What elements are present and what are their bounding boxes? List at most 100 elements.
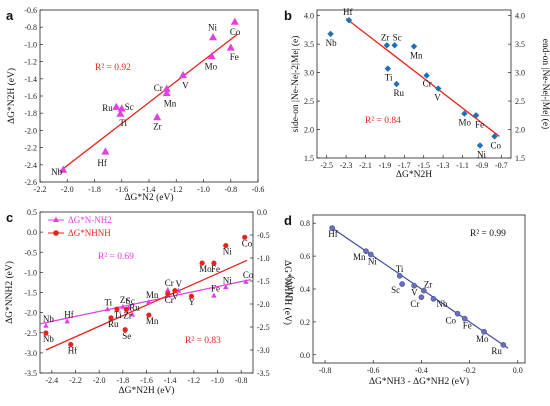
x-axis-title: ΔG*N2 (eV): [124, 192, 173, 203]
x-tick-label: -2.5: [320, 161, 333, 170]
point-label: Fe: [463, 321, 472, 331]
point-label: Sc: [393, 32, 402, 42]
data-point: [162, 84, 171, 92]
data-point: [329, 225, 336, 232]
y-tick-label: -0.6: [24, 6, 37, 15]
point-label: V: [434, 93, 441, 103]
x-tick-label: -1.7: [398, 161, 411, 170]
point-label: Hf: [343, 7, 353, 17]
x-tick-label: -1.8: [88, 185, 101, 194]
y-axis-title-right: ΔG*NHNH (eV): [282, 260, 293, 325]
x-tick-label: -2.2: [34, 185, 47, 194]
y-right-tick-label: 3.5: [515, 40, 525, 49]
y-tick-label: -1.0: [24, 268, 37, 277]
y-tick-label: 1.5: [304, 154, 314, 163]
x-tick-label: -1.4: [164, 376, 177, 385]
y-right-tick-label: 2.0: [515, 126, 525, 135]
data-point: [420, 287, 427, 294]
y-tick-label: -2.6: [24, 178, 37, 187]
point-label: Zr: [123, 311, 132, 321]
point-label: Mn: [353, 252, 366, 262]
point-label: Co: [446, 316, 457, 326]
y-right-tick-label: -0.5: [257, 231, 270, 240]
data-point: [435, 85, 442, 92]
x-tick-label: -1.2: [187, 376, 200, 385]
data-point: [454, 310, 461, 317]
x-axis-title: ΔG*N2H (eV): [119, 385, 175, 396]
data-point-nhnh: [211, 260, 217, 266]
y-right-tick-label: -1.0: [257, 254, 270, 263]
y-axis-title: ΔG*N2H (eV): [6, 68, 17, 124]
data-point: [399, 281, 405, 287]
data-point: [117, 104, 126, 112]
point-label: Hf: [328, 229, 338, 239]
y-right-tick-label: 2.5: [515, 97, 525, 106]
point-label: Ni: [208, 23, 217, 33]
data-point: [393, 80, 400, 88]
point-label: Mn: [146, 316, 159, 326]
y-tick-label: 0.6: [300, 252, 310, 261]
point-label: Co: [230, 27, 241, 37]
point-label: Sc: [125, 102, 134, 112]
y-tick-label: 3.5: [304, 40, 314, 49]
y-tick-label: -1.8: [24, 109, 37, 118]
data-point: [391, 42, 398, 49]
y-tick-label: 0.8: [300, 219, 310, 228]
data-point-nhnh: [146, 312, 152, 318]
x-tick-label: -2.2: [69, 376, 82, 385]
point-label: Y: [188, 297, 195, 307]
y-tick-label: 2.0: [304, 126, 314, 135]
y-tick-label: -3.5: [24, 369, 37, 378]
x-tick-label: -1.5: [417, 161, 430, 170]
data-point: [481, 328, 487, 335]
data-point-nhnh: [43, 330, 49, 336]
data-point-nnh2: [243, 278, 249, 284]
point-label: Ru: [108, 319, 119, 329]
fit-line: [60, 33, 238, 172]
point-label: Fe: [211, 284, 220, 294]
x-tick-label: -0.2: [463, 366, 476, 375]
data-point: [59, 165, 68, 173]
y-tick-label: -2.4: [24, 161, 37, 170]
data-point-nnh2: [223, 284, 229, 290]
r2-annotation: R² = 0.84: [365, 116, 401, 126]
point-label: Mn: [410, 50, 423, 60]
data-point: [383, 42, 391, 49]
point-label: Ni: [223, 247, 232, 257]
x-tick-label: -1.6: [115, 185, 128, 194]
panel-frame: [316, 9, 512, 159]
y-right-tick-label: 3.0: [515, 69, 525, 78]
data-point: [162, 88, 171, 97]
y-right-tick-label: -2.5: [257, 323, 270, 332]
point-label: Zr: [424, 280, 433, 290]
y-tick-label: 0.5: [27, 208, 37, 217]
data-point: [423, 72, 430, 79]
data-point: [112, 102, 121, 110]
point-label: Co: [243, 270, 254, 280]
r2-annotation: R² = 0.83: [185, 336, 221, 346]
y-axis-title: UL(V): [285, 276, 296, 302]
y-tick-label: -2.2: [24, 144, 37, 153]
data-point-nhnh: [223, 242, 229, 249]
legend-label: ΔG*NHNH: [68, 228, 111, 238]
point-label: Hf: [68, 345, 78, 355]
x-tick-label: -1.1: [456, 161, 469, 170]
r2-annotation: R² = 0.69: [98, 252, 134, 262]
x-tick-label: -0.6: [367, 366, 380, 375]
y-tick-label: 0.0: [300, 351, 310, 360]
point-label: Zr: [381, 32, 390, 42]
data-point: [367, 251, 374, 258]
x-tick-label: -0.6: [252, 185, 265, 194]
point-label: Cr: [165, 278, 174, 288]
y-right-tick-label: -1.5: [257, 277, 270, 286]
point-label: Hf: [97, 158, 107, 168]
x-tick-label: 0.0: [513, 366, 523, 375]
data-point-nhnh: [108, 315, 114, 321]
data-point: [230, 17, 239, 25]
y-tick-label: -2.0: [24, 309, 37, 318]
point-label: Ru: [394, 88, 405, 98]
x-axis-title: ΔG*NH3 - ΔG*NH2 (eV): [369, 376, 469, 387]
point-label: Nb: [43, 334, 54, 344]
y-axis-title-right: end-on |Ne-Ne|-|Me| (e): [540, 39, 550, 129]
